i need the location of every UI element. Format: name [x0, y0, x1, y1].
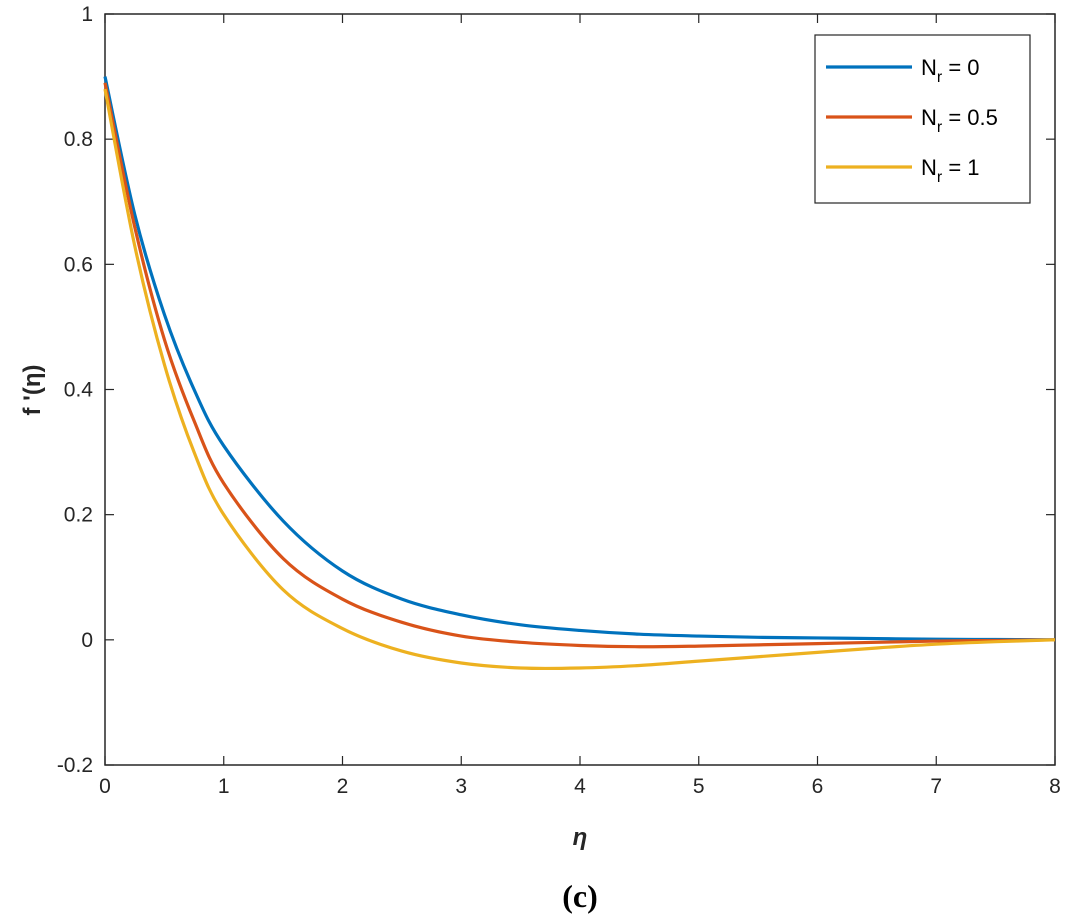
- lines-layer: [103, 76, 1056, 671]
- y-tick-label: 0: [81, 629, 93, 652]
- legend: Nr = 0 Nr = 0.5 Nr = 1: [814, 34, 1031, 204]
- y-tick-label: 0.6: [64, 253, 93, 276]
- y-tick-label: 0.4: [64, 379, 94, 402]
- y-tick-label: 1: [81, 3, 93, 26]
- legend-box: [814, 34, 1031, 204]
- y-tick-label: 0.2: [64, 504, 93, 527]
- y-tick-label: 0.8: [64, 128, 93, 151]
- x-tick-label: 0: [99, 775, 111, 798]
- x-tick-label: 6: [812, 775, 824, 798]
- x-tick-label: 3: [455, 775, 467, 798]
- x-tick-label: 2: [337, 775, 349, 798]
- series-line-2: [103, 88, 1056, 671]
- x-tick-label: 8: [1049, 775, 1061, 798]
- y-axis-label: f '(η): [19, 364, 46, 415]
- x-tick-label: 7: [930, 775, 942, 798]
- x-tick-label: 4: [574, 775, 586, 798]
- x-tick-label: 5: [693, 775, 705, 798]
- y-tick-label: -0.2: [57, 754, 93, 777]
- series-line-0: [103, 76, 1056, 642]
- figure-caption: (c): [562, 878, 598, 914]
- legend-label-2: Nr = 1: [921, 155, 980, 186]
- ticks-layer: 0 1 2 3 4 5 6 7 8 -0.2 0 0.2 0.4 0.6 0.8 1: [57, 3, 1061, 798]
- series-line-1: [103, 82, 1056, 649]
- legend-label-1: Nr = 0.5: [921, 105, 998, 136]
- legend-label-0: Nr = 0: [921, 55, 980, 86]
- x-tick-label: 1: [218, 775, 230, 798]
- x-axis-label: η: [573, 824, 588, 851]
